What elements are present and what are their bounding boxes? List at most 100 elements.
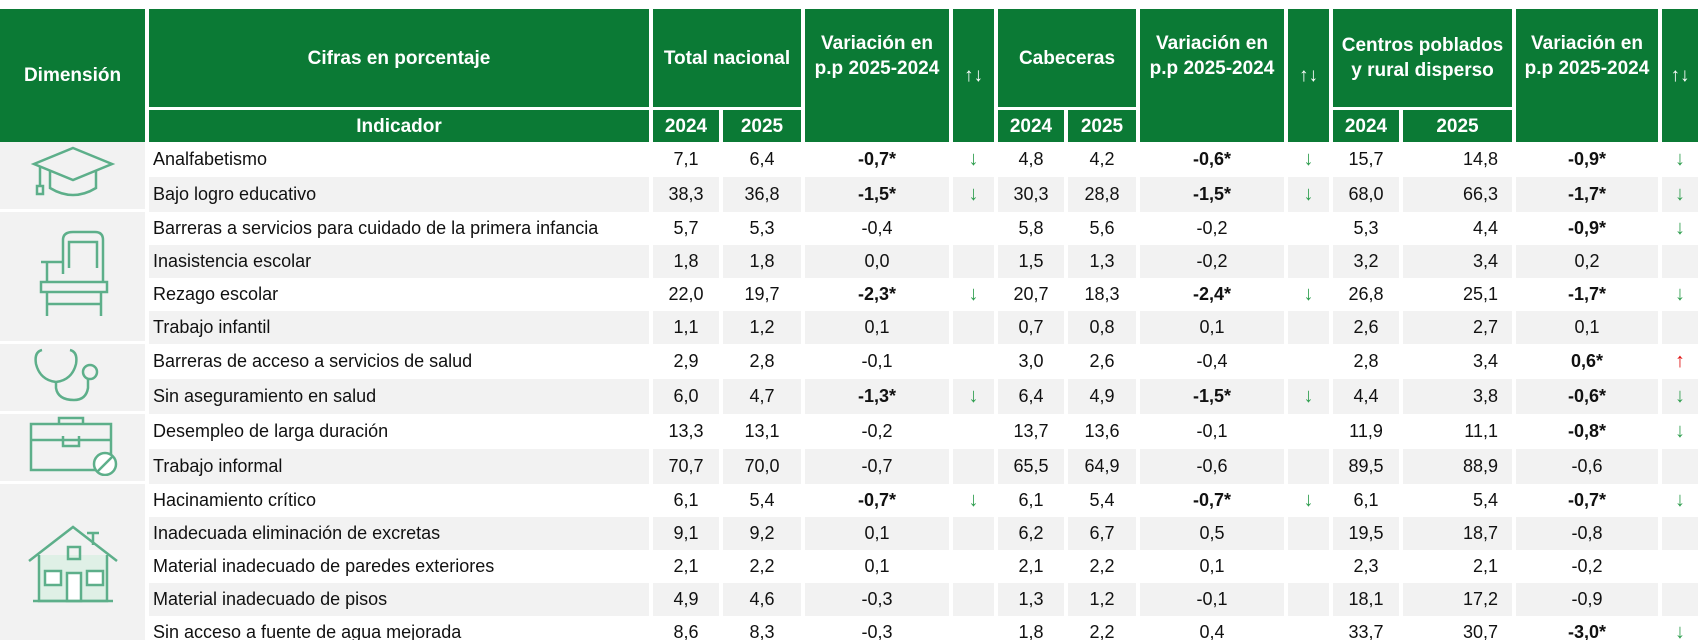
empty-cell xyxy=(1288,344,1329,379)
value-2024: 1,5 xyxy=(998,245,1064,278)
value-2025: 18,3 xyxy=(1084,284,1120,304)
variation: -1,5* xyxy=(805,177,949,212)
variation: -0,4 xyxy=(861,218,893,238)
variation: 0,1 xyxy=(864,556,890,576)
value-2024: 33,7 xyxy=(1348,622,1384,640)
value-2025: 1,2 xyxy=(723,311,801,344)
empty-cell xyxy=(1288,616,1329,640)
value-2025: 13,6 xyxy=(1084,421,1120,441)
value-2024: 2,3 xyxy=(1353,556,1379,576)
variation: -0,8 xyxy=(1516,517,1658,550)
value-2024: 1,8 xyxy=(1018,622,1044,640)
indicator: Bajo logro educativo xyxy=(149,177,649,212)
variation: -0,6 xyxy=(1140,449,1284,484)
variation: -3,0* xyxy=(1567,622,1607,640)
value-2024: 19,5 xyxy=(1333,517,1399,550)
variation: -0,2 xyxy=(1140,245,1284,278)
variation: -0,9* xyxy=(1567,149,1607,169)
variation: -0,6* xyxy=(1516,379,1658,414)
variation: 0,5 xyxy=(1140,517,1284,550)
variation: -0,7* xyxy=(857,490,897,510)
trend-arrow: ↓ xyxy=(1288,177,1329,212)
indicator: Hacinamiento crítico xyxy=(153,490,317,510)
variation: -0,8* xyxy=(1567,421,1607,441)
value-2024: 30,3 xyxy=(998,177,1064,212)
variation: 0,1 xyxy=(805,517,949,550)
value-2025: 70,0 xyxy=(723,449,801,484)
table-row: Inasistencia escolar 1,8 1,8 0,0 1,5 1,3 -0,2 3… xyxy=(0,245,1698,278)
empty-cell xyxy=(953,344,994,379)
value-2025: 2,7 xyxy=(1403,311,1512,344)
value-2024: 11,9 xyxy=(1349,421,1383,441)
trend-arrow: ↓ xyxy=(1675,420,1685,442)
icon xyxy=(39,230,108,316)
table-row: Inadecuada eliminación de excretas 9,1 9,2… xyxy=(0,517,1698,550)
value-2024: 8,6 xyxy=(673,622,699,640)
dimension-icon xyxy=(0,142,145,212)
variation: -0,2 xyxy=(1571,556,1603,576)
value-2025: 13,1 xyxy=(744,421,780,441)
variation: -2,4* xyxy=(1192,284,1232,304)
value-2025: 19,7 xyxy=(744,284,780,304)
arrow-header: ↑↓ xyxy=(1288,9,1329,142)
indicator: Sin aseguramiento en salud xyxy=(149,379,649,414)
year-header: 2025 xyxy=(1403,107,1512,142)
value-2025: 2,8 xyxy=(749,351,775,371)
empty-cell xyxy=(1288,212,1329,245)
table-row: Trabajo informal 70,7 70,0 -0,7 65,5 64,9 -0,6… xyxy=(0,449,1698,484)
variation: -0,3 xyxy=(805,583,949,616)
value-2025: 9,2 xyxy=(723,517,801,550)
variation: -1,7* xyxy=(1516,177,1658,212)
empty-cell xyxy=(1662,311,1698,344)
indicator: Material inadecuado de paredes exteriore… xyxy=(153,556,495,576)
trend-arrow: ↓ xyxy=(1303,489,1314,511)
variation: -1,7* xyxy=(1567,284,1607,304)
year-header: 2025 xyxy=(1068,107,1136,142)
dimension-icon xyxy=(0,414,145,484)
trend-arrow: ↓ xyxy=(1675,621,1685,640)
indicator: Analfabetismo xyxy=(153,149,268,169)
value-2024: 20,7 xyxy=(1013,284,1049,304)
empty-cell xyxy=(953,616,994,640)
variation: -0,1 xyxy=(1196,421,1228,441)
value-2024: 13,7 xyxy=(1013,421,1049,441)
value-2024: 2,9 xyxy=(673,351,699,371)
trend-arrow: ↓ xyxy=(968,489,979,511)
empty-cell xyxy=(953,550,994,583)
variation: 0,1 xyxy=(805,311,949,344)
empty-cell xyxy=(953,414,994,449)
empty-cell xyxy=(1288,414,1329,449)
indicator: Trabajo informal xyxy=(149,449,649,484)
year-header: 2025 xyxy=(723,107,801,142)
table-row: Bajo logro educativo 38,3 36,8 -1,5* ↓ 30,3 28… xyxy=(0,177,1698,212)
table-row: Sin aseguramiento en salud 6,0 4,7 -1,3* ↓ 6,… xyxy=(0,379,1698,414)
value-2025: 4,2 xyxy=(1089,149,1115,169)
empty-cell xyxy=(1288,245,1329,278)
variation-header: Variación en p.p 2025-2024 xyxy=(1140,9,1284,142)
empty-cell xyxy=(1288,449,1329,484)
icon xyxy=(33,348,98,402)
indicator: Barreras de acceso a servicios de salud xyxy=(153,351,473,371)
figures-header: Cifras en porcentaje xyxy=(149,9,649,107)
dimension-icon xyxy=(0,212,145,344)
variation: 0,0 xyxy=(805,245,949,278)
value-2025: 5,4 xyxy=(1089,490,1115,510)
indicator-header: Indicador xyxy=(149,107,649,142)
value-2024: 2,6 xyxy=(1333,311,1399,344)
empty-cell xyxy=(953,517,994,550)
indicator: Rezago escolar xyxy=(153,284,279,304)
value-2024: 1,3 xyxy=(998,583,1064,616)
empty-cell xyxy=(953,449,994,484)
value-2025: 5,4 xyxy=(749,490,775,510)
value-2024: 4,4 xyxy=(1333,379,1399,414)
variation: -0,6* xyxy=(1192,149,1232,169)
value-2024: 6,1 xyxy=(1353,490,1379,510)
value-2024: 5,7 xyxy=(673,218,699,238)
value-2024: 5,8 xyxy=(1018,218,1044,238)
value-2025: 5,3 xyxy=(749,218,775,238)
value-2025: 28,8 xyxy=(1068,177,1136,212)
variation: -0,9 xyxy=(1516,583,1658,616)
trend-arrow: ↓ xyxy=(968,148,979,170)
value-2024: 89,5 xyxy=(1333,449,1399,484)
variation: 0,1 xyxy=(1140,311,1284,344)
